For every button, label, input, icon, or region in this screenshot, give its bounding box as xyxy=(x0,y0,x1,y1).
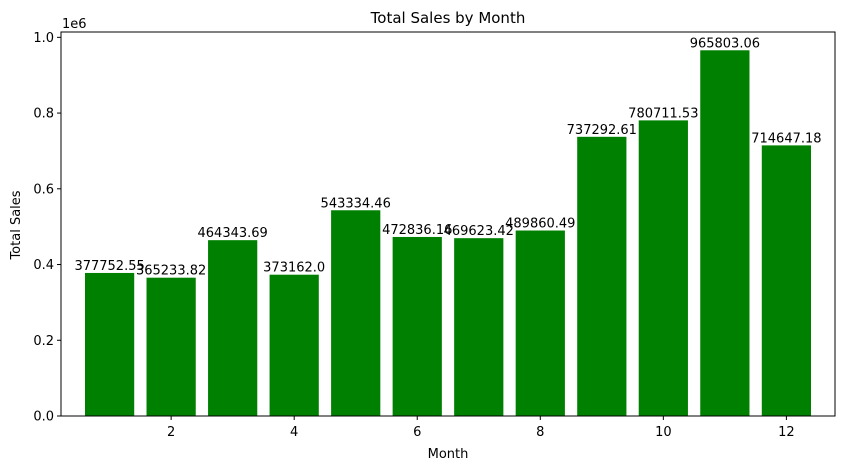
bars-layer xyxy=(84,50,812,417)
x-tick-label: 4 xyxy=(290,425,298,440)
y-axis: 0.0 0.2 0.4 0.6 0.8 1.0 xyxy=(33,31,61,425)
y-tick-label: 1.0 xyxy=(33,31,54,46)
x-tick-label: 8 xyxy=(536,425,544,440)
x-tick-label: 2 xyxy=(167,425,175,440)
bar-month-2 xyxy=(146,277,196,416)
x-tick-label: 10 xyxy=(655,425,672,440)
y-tick-label: 0.0 xyxy=(33,410,54,425)
bar-value-label-month-11: 965803.06 xyxy=(690,36,760,51)
bar-month-5 xyxy=(331,210,381,416)
bar-value-label-month-4: 373162.0 xyxy=(263,261,325,276)
y-tick-label: 0.6 xyxy=(33,182,54,197)
plot-frame xyxy=(60,31,836,417)
bar-value-label-month-6: 472836.16 xyxy=(382,223,452,238)
bar-month-10 xyxy=(638,120,688,416)
bar-month-12 xyxy=(761,145,812,416)
x-tick-label: 12 xyxy=(778,425,795,440)
x-axis-label: Month xyxy=(428,447,469,462)
y-tick-label: 0.8 xyxy=(33,107,54,122)
bar-value-label-month-5: 543334.46 xyxy=(321,196,391,211)
bar-month-3 xyxy=(208,240,258,416)
bar-month-9 xyxy=(577,136,627,416)
bar-month-1 xyxy=(84,272,135,416)
x-axis: 2 4 6 8 10 12 xyxy=(167,416,795,440)
bar-month-11 xyxy=(700,50,750,417)
x-tick-label: 6 xyxy=(413,425,421,440)
bar-value-label-month-9: 737292.61 xyxy=(567,123,637,138)
y-axis-label: Total Sales xyxy=(9,190,24,260)
bar-month-4 xyxy=(269,274,319,416)
bar-value-label-month-12: 714647.18 xyxy=(751,131,821,146)
bar-month-8 xyxy=(515,230,565,416)
y-tick-label: 0.2 xyxy=(33,334,54,349)
y-axis-scale-label: 1e6 xyxy=(62,17,87,32)
bar-month-6 xyxy=(392,236,442,416)
bar-value-label-month-3: 464343.69 xyxy=(198,226,268,241)
bar-value-label-month-2: 365233.82 xyxy=(136,264,206,279)
y-tick-label: 0.4 xyxy=(33,258,54,273)
bar-value-label-month-10: 780711.53 xyxy=(628,106,698,121)
bar-value-label-month-7: 469623.42 xyxy=(444,224,514,239)
bar-value-label-month-8: 489860.49 xyxy=(505,217,575,232)
bar-value-label-month-1: 377752.55 xyxy=(74,259,144,274)
chart-title: Total Sales by Month xyxy=(370,9,526,27)
bar-month-7 xyxy=(454,238,504,416)
